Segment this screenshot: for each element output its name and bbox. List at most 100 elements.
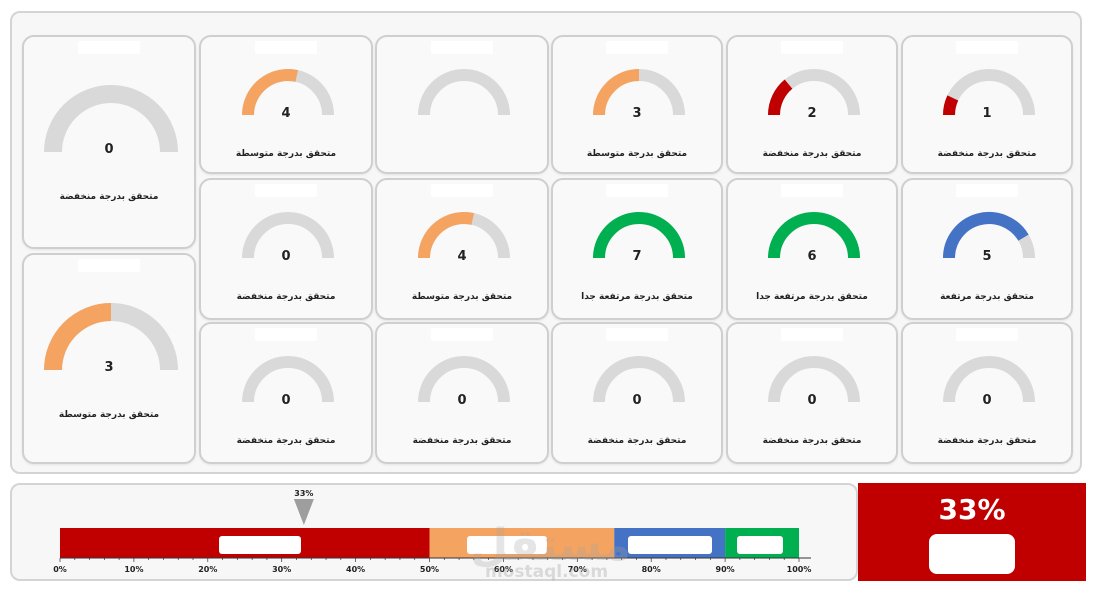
gauge-fill: [768, 79, 793, 116]
gauge-fill: [44, 303, 112, 371]
gauge-status-label: متحقق بدرجة منخفضة: [236, 292, 336, 302]
gauge-card: 0 متحقق بدرجة منخفضة: [375, 322, 549, 464]
gauge-value: 6: [807, 249, 817, 264]
gauge-fill: [943, 95, 959, 116]
gauge-title-box: [606, 41, 668, 54]
gauge-card: 6 متحقق بدرجة مرتفعة جدا: [726, 178, 898, 320]
gauge-chart: [943, 212, 1035, 259]
gauge-track: [242, 212, 334, 259]
gauge-chart: [943, 69, 1035, 116]
gauge-title-box: [431, 184, 493, 197]
gauge-chart: [768, 356, 860, 403]
gauge-title-box: [255, 184, 317, 197]
gauge-fill: [593, 212, 685, 259]
gauge-card: 5 متحقق بدرجة مرتفعة: [901, 178, 1073, 320]
band-label-box-high: [628, 536, 712, 554]
gauge-value: 2: [807, 106, 817, 121]
gauge-value: 0: [632, 393, 642, 408]
scale-tick-label: 10%: [124, 565, 144, 574]
gauge-card: 4 متحقق بدرجة متوسطة: [199, 35, 373, 174]
gauge-title-box: [78, 41, 140, 54]
overall-percent-value: 33%: [938, 493, 1006, 526]
gauge-track: [418, 69, 510, 116]
gauge-chart: [242, 356, 334, 403]
gauge-status-label: متحقق بدرجة متوسطة: [586, 149, 688, 159]
gauge-track: [593, 356, 685, 403]
gauge-chart: [242, 69, 334, 116]
gauge-value: 5: [982, 249, 992, 264]
gauge-title-box: [431, 41, 493, 54]
gauge-status-label: متحقق بدرجة مرتفعة: [940, 292, 1034, 302]
overall-percent-label-box: [929, 534, 1015, 574]
gauge-title-box: [431, 328, 493, 341]
scale-tick-label: 30%: [272, 565, 292, 574]
scale-tick-label: 90%: [715, 565, 735, 574]
gauge-card: 4 متحقق بدرجة متوسطة: [375, 178, 549, 320]
gauge-chart: [418, 212, 510, 259]
gauge-card: [375, 35, 549, 174]
gauge-status-label: متحقق بدرجة منخفضة: [236, 436, 336, 446]
gauge-card: 0 متحقق بدرجة منخفضة: [199, 178, 373, 320]
gauge-value: 0: [807, 393, 817, 408]
gauge-card: 0 متحقق بدرجة منخفضة: [726, 322, 898, 464]
gauge-value: 3: [632, 106, 642, 121]
scale-tick-label: 100%: [786, 565, 812, 574]
gauge-card: 0 متحقق بدرجة منخفضة: [551, 322, 723, 464]
gauge-status-label: متحقق بدرجة منخفضة: [762, 149, 862, 159]
gauge-value: 0: [104, 142, 114, 157]
gauge-card: 3 متحقق بدرجة متوسطة: [22, 253, 196, 464]
gauge-value: 0: [281, 249, 291, 264]
gauge-chart: [768, 69, 860, 116]
gauge-status-label: متحقق بدرجة منخفضة: [412, 436, 512, 446]
gauge-title-box: [956, 184, 1018, 197]
gauge-status-label: متحقق بدرجة مرتفعة جدا: [581, 292, 693, 302]
gauge-title-box: [781, 184, 843, 197]
gauge-title-box: [956, 328, 1018, 341]
gauge-chart: [44, 303, 178, 371]
gauge-card: 0 متحقق بدرجة منخفضة: [199, 322, 373, 464]
gauge-status-label: متحقق بدرجة منخفضة: [937, 149, 1037, 159]
gauge-chart: [593, 69, 685, 116]
gauge-track: [768, 356, 860, 403]
watermark-logo: مستقل: [470, 520, 631, 571]
gauge-status-label: متحقق بدرجة منخفضة: [762, 436, 862, 446]
gauge-track: [943, 356, 1035, 403]
gauge-fill: [768, 212, 860, 259]
gauge-value: 0: [281, 393, 291, 408]
gauge-status-label: متحقق بدرجة متوسطة: [235, 149, 337, 159]
gauge-chart: [418, 356, 510, 403]
gauge-value: 3: [104, 360, 114, 375]
scale-tick-label: 80%: [641, 565, 661, 574]
gauge-title-box: [781, 328, 843, 341]
gauge-title-box: [78, 259, 140, 272]
gauge-track: [242, 356, 334, 403]
gauge-card: 3 متحقق بدرجة متوسطة: [551, 35, 723, 174]
gauge-track: [418, 356, 510, 403]
gauge-status-label: متحقق بدرجة منخفضة: [937, 436, 1037, 446]
gauge-status-label: متحقق بدرجة مرتفعة جدا: [756, 292, 868, 302]
scale-tick-label: 40%: [346, 565, 366, 574]
gauge-fill: [242, 69, 299, 116]
gauge-status-label: متحقق بدرجة منخفضة: [587, 436, 687, 446]
scale-tick-label: 50%: [419, 565, 440, 574]
gauge-chart: [418, 69, 510, 116]
band-label-box-medium: [467, 536, 547, 554]
scale-tick-label: 70%: [567, 565, 587, 574]
gauge-card: 0 متحقق بدرجة منخفضة: [22, 35, 196, 249]
gauge-card: 0 متحقق بدرجة منخفضة: [901, 322, 1073, 464]
gauge-fill: [943, 212, 1029, 259]
gauge-card: 1 متحقق بدرجة منخفضة: [901, 35, 1073, 174]
gauge-status-label: متحقق بدرجة متوسطة: [411, 292, 513, 302]
gauge-status-label: متحقق بدرجة منخفضة: [59, 192, 159, 202]
watermark-site: mostaql.com: [485, 562, 609, 582]
gauge-value: 1: [982, 106, 992, 121]
gauge-value: 0: [457, 393, 467, 408]
gauge-value: 0: [982, 393, 992, 408]
gauge-chart: [242, 212, 334, 259]
gauge-status-label: متحقق بدرجة متوسطة: [58, 410, 160, 420]
gauge-value: 7: [632, 249, 642, 264]
gauge-title-box: [781, 41, 843, 54]
gauge-title-box: [606, 184, 668, 197]
gauge-chart: [593, 356, 685, 403]
gauge-chart: [593, 212, 685, 259]
